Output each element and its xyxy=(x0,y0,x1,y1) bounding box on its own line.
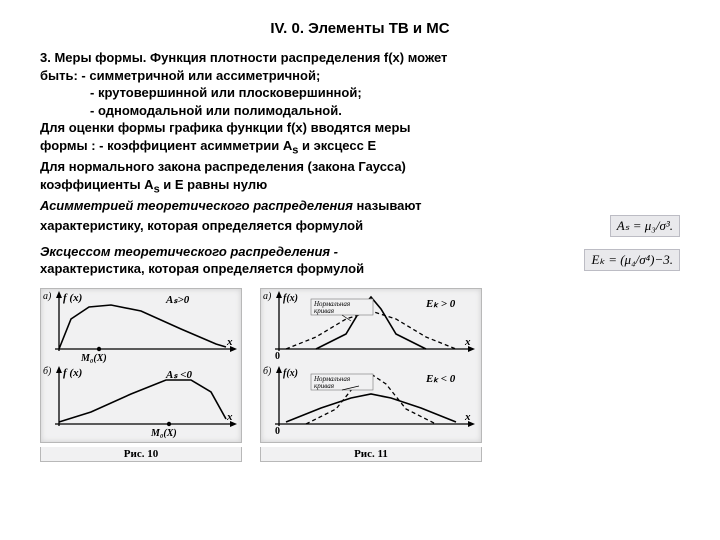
body-text: 3. Меры формы. Функция плотности распред… xyxy=(40,49,680,278)
line-1: 3. Меры формы. Функция плотности распред… xyxy=(40,50,447,65)
page-title: IV. 0. Элементы ТВ и МС xyxy=(40,20,680,37)
svg-text:f (x): f (x) xyxy=(63,292,82,304)
figure-11-caption: Рис. 11 xyxy=(260,447,482,462)
line-2: быть: - симметричной или ассиметричной; xyxy=(40,68,320,83)
svg-text:f(x): f(x) xyxy=(283,293,298,304)
figure-10: а) f (x) x Aₛ>0 M₀(X) б) f (x) x Aₛ <0 M₀(X) Рис.… xyxy=(40,288,242,462)
svg-text:Aₛ>0: Aₛ>0 xyxy=(165,294,190,306)
charts-row: а) f (x) x Aₛ>0 M₀(X) б) f (x) x Aₛ <0 M₀(X) Рис.… xyxy=(40,288,680,462)
line-3: - крутовершинной или плосковершинной; xyxy=(90,85,362,100)
svg-text:Aₛ <0: Aₛ <0 xyxy=(165,369,192,381)
svg-text:кривая: кривая xyxy=(314,307,334,315)
svg-text:б): б) xyxy=(263,366,272,377)
figure-10-caption: Рис. 10 xyxy=(40,447,242,462)
svg-text:Eₖ > 0: Eₖ > 0 xyxy=(425,298,456,310)
svg-text:б): б) xyxy=(43,366,52,377)
figure-10-svg: а) f (x) x Aₛ>0 M₀(X) б) f (x) x Aₛ <0 M₀(X) xyxy=(41,289,241,439)
line-10: характеристику, которая определяется фор… xyxy=(40,218,363,233)
line-6a: формы : - коэффициент асимметрии A xyxy=(40,138,292,153)
line-8a: коэффициенты A xyxy=(40,177,154,192)
svg-text:f(x): f(x) xyxy=(283,368,298,379)
svg-text:кривая: кривая xyxy=(314,382,334,390)
figure-11-svg: а)f(x)xНормальнаякриваяEₖ > 00б)f(x)xНор… xyxy=(261,289,481,439)
svg-text:M₀(X): M₀(X) xyxy=(150,428,177,439)
formula-excess: Eₖ = (μ₄/σ⁴)−3. xyxy=(584,249,680,271)
line-7: Для нормального закона распределения (за… xyxy=(40,159,406,174)
line-9: Асимметрией теоретического распределения xyxy=(40,198,353,213)
svg-text:0: 0 xyxy=(275,351,280,362)
line-5: Для оценки формы графика функции f(x) вв… xyxy=(40,120,411,135)
svg-text:а): а) xyxy=(263,291,272,302)
svg-text:x: x xyxy=(226,411,233,423)
line-11: Эксцессом теоретического распределения - xyxy=(40,244,338,259)
svg-text:x: x xyxy=(464,411,471,423)
line-8b: и E равны нулю xyxy=(160,177,268,192)
svg-text:0: 0 xyxy=(275,426,280,437)
svg-text:M₀(X): M₀(X) xyxy=(80,353,107,364)
line-9b: называют xyxy=(353,198,422,213)
svg-text:Eₖ < 0: Eₖ < 0 xyxy=(425,373,456,385)
line-12: характеристика, которая определяется фор… xyxy=(40,261,364,276)
line-4: - одномодальной или полимодальной. xyxy=(90,103,342,118)
figure-11: а)f(x)xНормальнаякриваяEₖ > 00б)f(x)xНор… xyxy=(260,288,482,462)
svg-text:x: x xyxy=(226,336,233,348)
line-6b: и эксцесс E xyxy=(298,138,376,153)
svg-text:f (x): f (x) xyxy=(63,367,82,379)
svg-text:x: x xyxy=(464,336,471,348)
formula-asymmetry: Aₛ = μ₃/σ³. xyxy=(610,215,680,237)
svg-text:а): а) xyxy=(43,291,52,302)
